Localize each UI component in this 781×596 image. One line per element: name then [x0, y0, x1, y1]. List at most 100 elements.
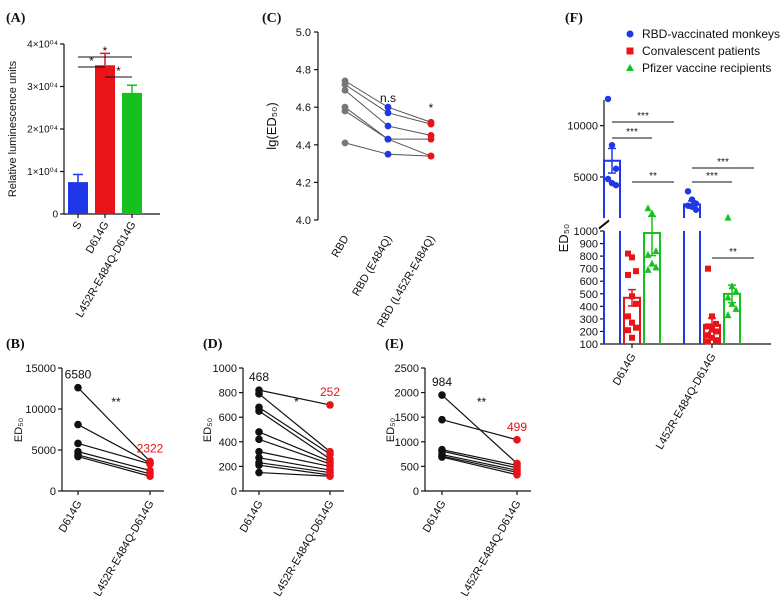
y-tick-label: 10000: [25, 404, 56, 416]
data-point: [713, 337, 719, 344]
data-point-left: [438, 415, 446, 424]
pair-line: [258, 464, 331, 476]
data-point-left: [438, 391, 446, 399]
data-point: [341, 86, 349, 94]
mean-label-right: 252: [320, 385, 340, 399]
y-tick-label: 400: [219, 437, 237, 449]
data-point-left: [255, 468, 263, 477]
data-point: [384, 135, 392, 143]
mean-label-left: 984: [432, 375, 452, 389]
y-axis-label: ED₅₀: [202, 418, 214, 442]
data-point: [612, 165, 620, 172]
data-point: [625, 327, 631, 334]
y-tick-label: 600: [580, 276, 598, 288]
data-point: [625, 313, 631, 320]
data-point: [629, 293, 635, 300]
x-tick-label: L452R-E484Q-D614G: [654, 352, 719, 452]
legend-marker-triangle: [626, 64, 634, 71]
y-axis-label: Relative luminescence units: [7, 60, 19, 197]
panel-label-c: (C): [262, 11, 282, 26]
data-point-left: [74, 452, 82, 461]
data-point-left: [255, 390, 263, 398]
y-axis-label: ED₅₀: [385, 418, 397, 442]
data-point: [633, 324, 639, 331]
significance-label: ***: [717, 157, 729, 168]
pair-line: [258, 393, 331, 453]
y-tick-label: 1000: [213, 363, 237, 375]
data-point: [728, 299, 736, 307]
data-point: [728, 282, 736, 290]
data-point-left: [438, 453, 446, 461]
panel-label-d: (D): [203, 337, 223, 352]
data-point: [709, 325, 715, 332]
pair-line: [258, 471, 331, 477]
panel-e-paired-chart: 0 500 1000 1500 2000 2500 ED₅₀ D614G L452R-E484Q…: [385, 363, 531, 596]
y-tick-label: 2000: [395, 388, 419, 400]
y-tick-label: 0: [52, 210, 58, 221]
panel-b-paired-chart: 0 5000 10000 15000 ED₅₀ D614G L452R-E484Q-D614…: [13, 363, 164, 596]
pair-line: [77, 455, 151, 477]
data-point-left: [255, 461, 263, 469]
pair-line: [441, 456, 518, 476]
significance-label: *: [103, 44, 108, 58]
significance-label: **: [729, 247, 737, 258]
data-point: [724, 311, 732, 319]
significance-label: **: [477, 395, 487, 409]
y-tick-label: 5000: [32, 445, 56, 457]
pair-line: [441, 455, 518, 473]
mean-label-right: 2322: [137, 441, 164, 455]
legend-marker-square: [626, 47, 634, 55]
y-tick-label: 200: [580, 326, 598, 338]
y-tick-label: 500: [401, 461, 419, 473]
y-tick-label: 5.0: [296, 27, 311, 39]
x-tick-label: D614G: [57, 499, 85, 535]
panel-label-f: (F): [565, 11, 583, 26]
y-tick-label: 400: [580, 301, 598, 313]
pair-line: [77, 387, 151, 462]
pair-line: [77, 442, 151, 465]
significance-label: ***: [626, 127, 638, 138]
y-tick-label: 800: [219, 388, 237, 400]
y-tick-label: 5000: [574, 172, 598, 184]
pair-line: [77, 451, 151, 472]
data-point: [732, 287, 740, 295]
data-point-left: [255, 428, 263, 436]
y-axis-label: lg(ED₅₀): [264, 102, 279, 149]
y-tick-label: 1×10⁰⁴: [27, 167, 58, 178]
y-tick-label: 10000: [567, 121, 598, 133]
y-tick-label: 600: [219, 412, 237, 424]
data-point: [384, 150, 392, 158]
y-tick-label: 4.4: [296, 140, 311, 152]
significance-label: *: [429, 101, 434, 115]
data-point: [341, 139, 349, 147]
data-point-left: [255, 407, 263, 415]
panel-label-a: (A): [6, 11, 26, 26]
bar: [122, 92, 142, 214]
bar: [95, 65, 115, 214]
data-point: [705, 332, 711, 339]
data-point: [684, 188, 692, 195]
data-point: [427, 152, 435, 160]
y-tick-label: 200: [219, 461, 237, 473]
data-point: [629, 334, 635, 341]
data-point: [644, 250, 652, 258]
data-point: [648, 259, 656, 267]
panel-d-paired-chart: 0 200 400 600 800 1000 ED₅₀ D614G L452R-E484Q-D6…: [202, 363, 344, 596]
legend-label: Convalescent patients: [642, 44, 760, 58]
y-tick-label: 4×10⁰⁴: [27, 40, 58, 51]
data-point-right: [326, 472, 334, 481]
data-point: [384, 109, 392, 117]
y-tick-label: 2×10⁰⁴: [27, 125, 58, 136]
y-tick-label: 3×10⁰⁴: [27, 82, 58, 93]
panel-label-b: (B): [6, 337, 25, 352]
mean-label-left: 468: [249, 370, 269, 384]
pair-line: [258, 406, 331, 455]
y-tick-label: 800: [580, 251, 598, 263]
data-point: [608, 141, 616, 149]
mean-label-left: 6580: [65, 368, 92, 382]
data-point-left: [74, 439, 82, 448]
y-tick-label: 700: [580, 264, 598, 276]
